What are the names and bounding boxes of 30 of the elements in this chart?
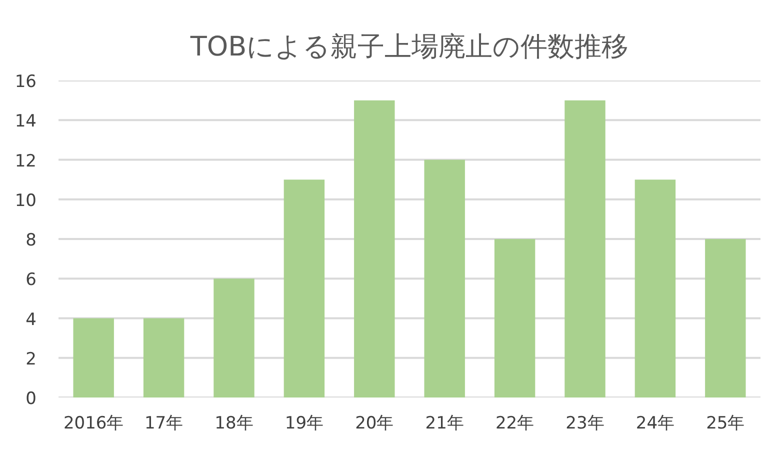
y-tick-label: 10: [14, 190, 37, 211]
x-tick-label: 25年: [706, 414, 745, 434]
x-tick-label: 23年: [566, 414, 604, 434]
bar: [564, 100, 606, 398]
x-tick-label: 18年: [214, 414, 254, 434]
y-tick-label: 0: [26, 389, 37, 409]
y-tick-label: 2: [26, 349, 37, 370]
x-tick-label: 24年: [636, 414, 675, 434]
x-tick-label: 22年: [495, 414, 534, 434]
x-tick-label: 17年: [144, 414, 184, 434]
chart-title: TOBによる親子上場廃止の件数推移: [189, 32, 629, 62]
y-tick-label: 12: [14, 151, 37, 172]
bar: [424, 160, 465, 398]
bar: [214, 278, 254, 398]
x-tick-label: 19年: [284, 414, 324, 434]
bar: [494, 239, 536, 398]
x-tick-label: 21年: [425, 414, 464, 434]
y-tick-label: 4: [26, 310, 37, 330]
bar: [284, 180, 325, 398]
bar: [354, 100, 395, 398]
y-tick-label: 8: [26, 230, 37, 250]
y-tick-label: 16: [14, 72, 37, 92]
bar: [73, 318, 114, 398]
y-tick-label: 14: [14, 112, 37, 132]
x-tick-label: 20年: [355, 414, 394, 434]
x-tick-label: 2016年: [63, 414, 124, 434]
bar: [634, 180, 676, 398]
bar: [143, 318, 184, 398]
y-tick-label: 6: [26, 270, 37, 290]
bar: [705, 239, 746, 398]
